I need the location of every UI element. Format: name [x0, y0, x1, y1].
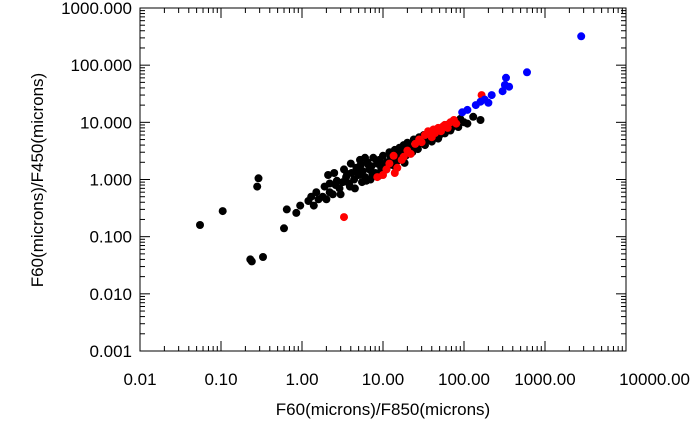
- blue-point: [484, 98, 493, 107]
- black-point: [364, 160, 373, 169]
- red-point: [417, 138, 426, 147]
- black-point: [463, 119, 472, 128]
- black-point: [296, 201, 305, 210]
- black-point: [320, 182, 329, 191]
- x-tick-label: 0.10: [204, 370, 237, 389]
- y-tick-label: 1.000: [89, 171, 132, 190]
- black-point: [328, 190, 337, 199]
- x-tick-label: 10.00: [362, 370, 405, 389]
- black-point: [476, 116, 485, 124]
- black-point: [335, 184, 344, 193]
- red-point: [439, 122, 447, 131]
- black-point: [196, 221, 204, 229]
- red-point: [406, 149, 415, 158]
- blue-point: [505, 82, 514, 91]
- blue-point: [502, 73, 510, 82]
- y-tick-label: 100.000: [71, 56, 132, 75]
- axis-ticks: [139, 8, 626, 352]
- black-point: [330, 169, 339, 177]
- red-point: [399, 152, 408, 161]
- y-tick-label: 10.000: [80, 113, 132, 132]
- y-tick-label: 0.010: [89, 285, 132, 304]
- y-tick-label: 0.001: [89, 342, 132, 361]
- blue-point: [463, 105, 472, 114]
- black-point: [353, 165, 362, 174]
- red-point: [389, 151, 398, 160]
- blue-point: [577, 32, 586, 41]
- data-points: [196, 32, 586, 266]
- blue-point: [487, 91, 496, 100]
- y-axis-title: F60(microns)/F450(microns): [28, 73, 47, 287]
- red-point: [429, 125, 438, 134]
- red-point: [340, 213, 348, 222]
- red-point: [452, 119, 461, 128]
- y-tick-label: 0.100: [89, 228, 132, 247]
- blue-point: [498, 87, 507, 96]
- blue-point: [523, 68, 531, 77]
- black-point: [307, 192, 316, 201]
- x-tick-label: 10000.00: [619, 370, 690, 389]
- black-point: [259, 253, 267, 261]
- black-point: [346, 159, 355, 168]
- x-tick-label: 100.00: [438, 370, 490, 389]
- y-tick-labels: 0.001 0.010 0.100 1.000 10.000 100.000 1000.00…: [61, 0, 132, 361]
- black-point: [282, 205, 291, 214]
- x-axis-title: F60(microns)/F850(microns): [276, 400, 490, 419]
- black-point: [280, 224, 288, 233]
- black-point: [254, 174, 263, 183]
- x-tick-labels: 0.01 0.10 1.00 10.00 100.00 1000.00 10000.00: [123, 370, 690, 389]
- red-point: [385, 159, 394, 168]
- black-point: [332, 176, 341, 185]
- black-point: [309, 201, 318, 210]
- black-point: [469, 112, 478, 121]
- black-point: [336, 190, 345, 199]
- x-tick-label: 1.00: [285, 370, 318, 389]
- x-tick-label: 0.01: [123, 370, 156, 389]
- black-point: [322, 195, 331, 204]
- black-point: [253, 182, 262, 191]
- black-point: [247, 257, 256, 266]
- x-tick-label: 1000.00: [514, 370, 575, 389]
- black-point: [343, 170, 352, 178]
- plot-frame: [139, 7, 627, 352]
- black-point: [292, 208, 301, 217]
- black-point: [218, 207, 227, 216]
- black-point: [372, 157, 381, 166]
- y-tick-label: 1000.000: [61, 0, 132, 18]
- black-point: [362, 176, 371, 185]
- red-point: [390, 169, 399, 177]
- black-point: [379, 151, 387, 160]
- black-point: [324, 171, 333, 179]
- black-point: [345, 182, 354, 191]
- black-point: [356, 155, 364, 164]
